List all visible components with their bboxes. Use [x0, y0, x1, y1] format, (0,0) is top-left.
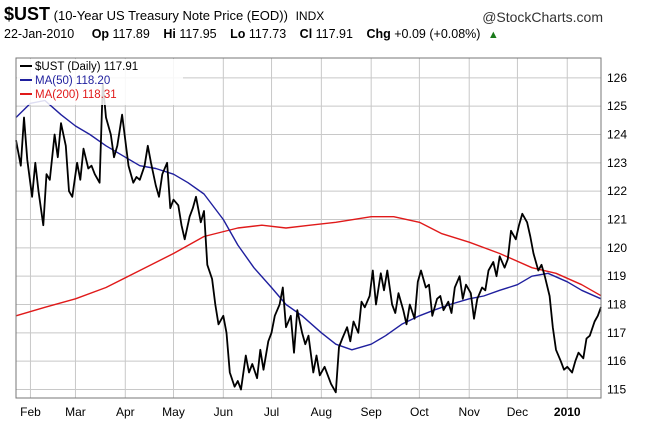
high-value: 117.95 [179, 27, 217, 41]
close-value: 117.91 [315, 27, 353, 41]
x-tick-label: Jun [214, 405, 233, 419]
change-value: +0.09 (+0.08%) [394, 27, 481, 41]
y-tick-label: 124 [607, 128, 627, 142]
legend-background [17, 59, 183, 105]
x-tick-label: Sep [360, 405, 382, 419]
x-tick-label: Oct [410, 405, 429, 419]
close-label: Cl [299, 27, 313, 41]
legend-entry-ma200: MA(200) 118.31 [35, 89, 117, 101]
legend: $UST (Daily) 117.91 MA(50) 118.20 MA(200) … [17, 59, 183, 105]
quote-date: 22-Jan-2010 [4, 27, 75, 41]
y-tick-label: 115 [607, 383, 626, 397]
legend-entry-price: $UST (Daily) 117.91 [35, 61, 138, 73]
x-tick-label: Nov [459, 405, 480, 419]
x-tick-label: Mar [65, 405, 86, 419]
symbol-description: (10-Year US Treasury Note Price (EOD)) [53, 8, 288, 23]
y-tick-label: 116 [607, 354, 626, 368]
series-line-price [15, 82, 602, 394]
series-line-ma50 [15, 99, 602, 351]
low-value: 117.73 [248, 27, 287, 41]
grid [16, 58, 601, 398]
plot-frame [15, 57, 602, 399]
x-tick-label: Aug [311, 405, 332, 419]
open-label: Op [91, 27, 110, 41]
x-tick-label: Apr [116, 405, 135, 419]
symbol-label: $UST [4, 4, 51, 24]
y-tick-label: 126 [607, 71, 627, 85]
y-tick-label: 118 [607, 298, 626, 312]
y-tick-label: 123 [607, 156, 627, 170]
x-axis: Feb Mar Apr May Jun Jul Aug Sep Oct Nov Dec 2010 [20, 405, 581, 419]
y-tick-label: 117 [607, 326, 626, 340]
high-label: Hi [163, 27, 176, 41]
chart-title: $UST (10-Year US Treasury Note Price (EO… [4, 4, 324, 25]
open-value: 117.89 [112, 27, 150, 41]
y-tick-label: 122 [607, 184, 627, 198]
y-tick-label: 120 [607, 241, 627, 255]
series-line-ma200 [15, 216, 602, 317]
x-tick-label: May [162, 405, 185, 419]
brand-logo[interactable]: @StockCharts.com [482, 9, 603, 25]
legend-entry-ma50: MA(50) 118.20 [35, 75, 110, 87]
quote-bar: 22-Jan-2010 Op 117.89 Hi 117.95 Lo 117.7… [4, 27, 604, 41]
change-label: Chg [366, 27, 391, 41]
x-tick-label: Feb [20, 405, 41, 419]
up-arrow-icon: ▲ [487, 29, 499, 41]
x-tick-label: Jul [264, 405, 279, 419]
low-label: Lo [230, 27, 246, 41]
y-tick-label: 125 [607, 99, 627, 113]
y-axis: 115 116 117 118 119 120 121 122 123 124 125 126 [607, 71, 627, 397]
y-tick-label: 119 [607, 269, 626, 283]
x-tick-label: Dec [507, 405, 528, 419]
series-layer [15, 82, 602, 394]
exchange-label: INDX [295, 9, 325, 23]
y-tick-label: 121 [607, 213, 627, 227]
x-tick-label: 2010 [554, 405, 581, 419]
